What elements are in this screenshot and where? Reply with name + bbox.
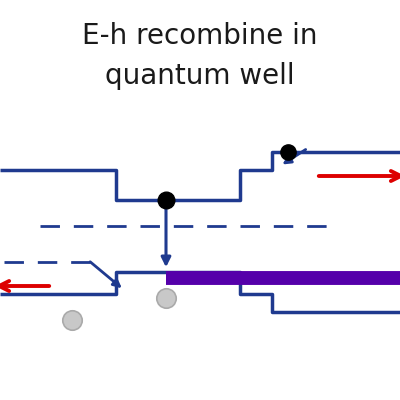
Text: quantum well: quantum well	[105, 62, 295, 90]
Text: E-h recombine in: E-h recombine in	[82, 22, 318, 50]
